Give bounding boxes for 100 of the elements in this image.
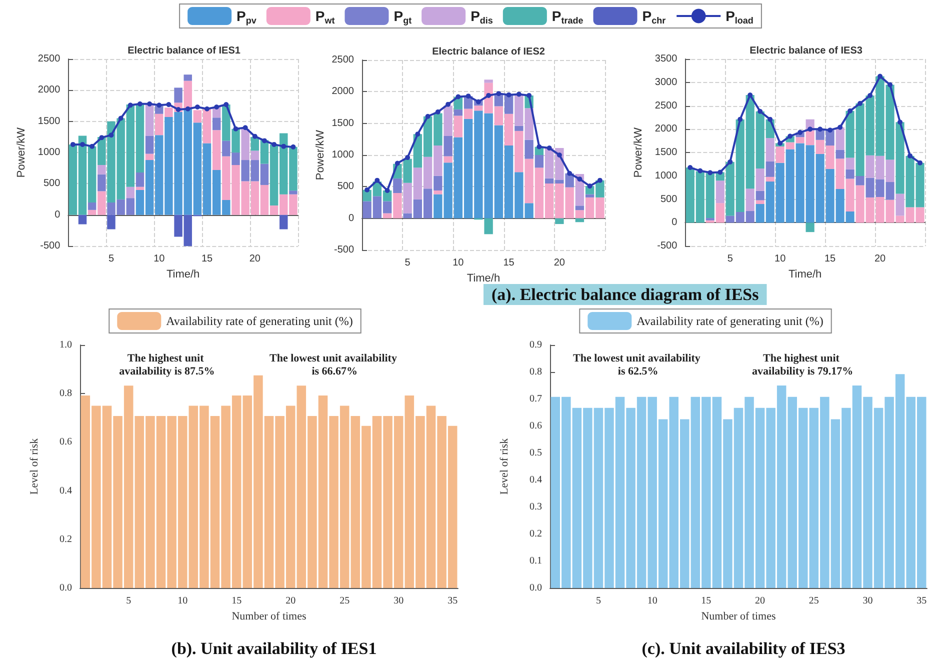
- point: [898, 120, 903, 125]
- point: [224, 102, 229, 108]
- bar: [555, 218, 564, 224]
- x-tick-label: 15: [201, 254, 214, 265]
- x-tick-label: 30: [862, 596, 873, 606]
- bar: [575, 218, 584, 222]
- x-tick-label: 5: [596, 596, 601, 606]
- y-tick-label: 0.1: [530, 556, 542, 566]
- point: [888, 82, 893, 88]
- legend-label: Availability rate of generating unit (%): [166, 314, 353, 328]
- bar: [756, 190, 764, 200]
- y-tick-label: 1000: [38, 147, 61, 158]
- bar: [280, 214, 288, 230]
- bar: [78, 214, 87, 224]
- bar: [184, 74, 192, 81]
- y-tick-label: 2000: [332, 86, 354, 98]
- point: [204, 106, 210, 112]
- point: [838, 124, 843, 130]
- point: [567, 170, 572, 176]
- bar: [846, 158, 854, 170]
- bar: [212, 118, 221, 130]
- bar: [484, 80, 493, 83]
- x-tick-label: 20: [755, 596, 766, 606]
- y-axis-title: Power/kW: [632, 126, 644, 178]
- x-axis-title: Number of times: [701, 610, 776, 622]
- point: [252, 134, 258, 139]
- y-tick-label: 2000: [654, 124, 678, 135]
- bar: [88, 202, 96, 210]
- y-tick-label: 500: [337, 181, 354, 192]
- y-tick-label: 0: [672, 217, 678, 228]
- point: [466, 94, 471, 99]
- x-tick-label: 5: [108, 254, 114, 265]
- bar: [107, 214, 116, 230]
- point: [80, 142, 86, 147]
- point: [374, 178, 380, 183]
- chart-title: Electric balance of IES3: [750, 46, 863, 56]
- y-tick-label: -500: [657, 240, 678, 252]
- bar: [434, 190, 442, 194]
- point: [918, 160, 923, 166]
- point: [364, 187, 370, 192]
- point: [587, 184, 592, 189]
- bar: [585, 194, 594, 198]
- bar: [756, 200, 764, 204]
- legend-label: Availability rate of generating unit (%): [636, 314, 824, 328]
- text: (b). Unit availability of IES1: [171, 639, 377, 658]
- point: [698, 168, 703, 174]
- x-tick-label: 20: [874, 254, 886, 265]
- y-tick-label: 2500: [38, 54, 61, 64]
- point: [99, 135, 104, 140]
- y-tick-label: 3000: [654, 76, 678, 88]
- point: [456, 94, 461, 100]
- x-axis-title: Number of times: [232, 610, 306, 622]
- point: [708, 170, 713, 176]
- point: [290, 144, 296, 150]
- y-tick-label: 2000: [38, 84, 61, 96]
- x-tick-label: 15: [701, 596, 712, 606]
- point: [848, 108, 853, 114]
- y-tick-label: 0.7: [530, 394, 542, 404]
- y-tick-label: 1000: [332, 150, 354, 160]
- x-tick-label: 10: [452, 258, 464, 268]
- y-tick-label: 500: [660, 194, 678, 205]
- y-tick-label: 1500: [654, 147, 678, 158]
- bar: [896, 194, 904, 216]
- bar: [98, 165, 106, 174]
- point: [546, 146, 552, 151]
- bar: [454, 109, 463, 116]
- x-tick-label: 5: [126, 596, 132, 606]
- point: [718, 170, 723, 175]
- bar: [136, 172, 144, 187]
- point: [516, 92, 522, 97]
- point: [818, 126, 823, 132]
- bar: [444, 136, 452, 156]
- bar: [514, 126, 524, 131]
- x-tick-label: 10: [154, 254, 166, 265]
- point: [128, 102, 133, 108]
- point: [156, 102, 162, 108]
- bar: [444, 156, 452, 163]
- point: [768, 116, 773, 122]
- y-tick-label: 0.9: [530, 340, 542, 350]
- point: [425, 114, 430, 119]
- y-tick-label: -500: [40, 240, 61, 252]
- y-tick-label: -500: [334, 244, 354, 256]
- text: (c). Unit availability of IES3: [642, 639, 846, 658]
- point: [597, 178, 602, 183]
- y-tick-label: 1500: [332, 118, 354, 129]
- bar: [575, 206, 584, 210]
- bar: [444, 106, 452, 136]
- y-tick-label: 0.6: [60, 436, 72, 448]
- bar: [174, 88, 182, 103]
- chart-title: Electric balance of IES2: [432, 46, 546, 58]
- annotation: The lowest unit availability is 62.5%: [572, 352, 701, 378]
- x-tick-label: 5: [727, 254, 734, 265]
- point: [137, 101, 142, 106]
- y-tick-label: 1.0: [60, 340, 72, 350]
- bar: [806, 222, 814, 232]
- x-tick-label: 10: [647, 596, 658, 606]
- point: [233, 126, 238, 132]
- x-tick-label: 20: [286, 596, 296, 606]
- point: [577, 176, 582, 182]
- x-tick-label: 10: [178, 596, 188, 606]
